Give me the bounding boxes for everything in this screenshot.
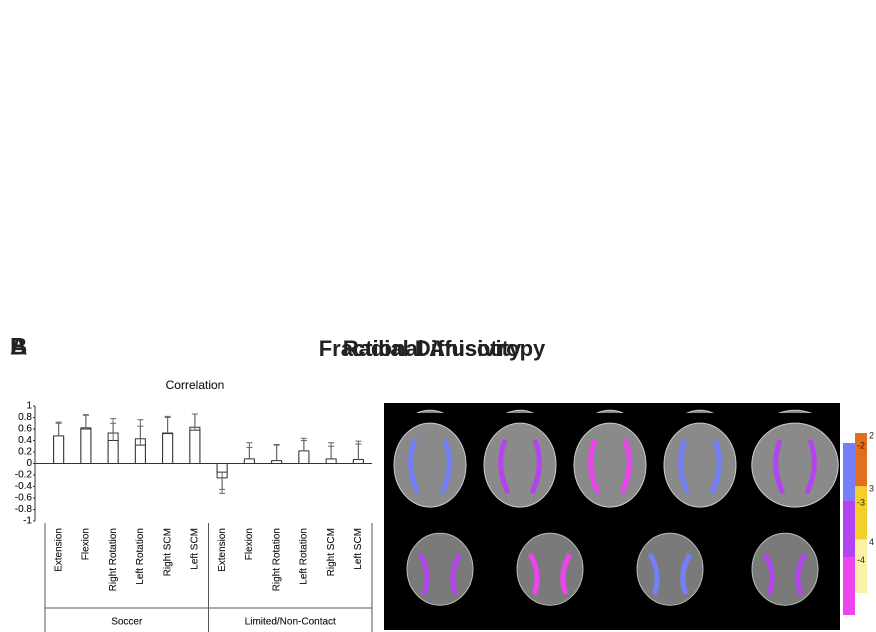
error-bar <box>274 445 280 461</box>
y-tick-label: 0.8 <box>18 412 32 423</box>
x-tick-label: Left Rotation <box>299 528 310 585</box>
bar <box>54 436 64 464</box>
colorbar-tick-label: 4 <box>869 537 874 547</box>
y-tick-label: 1 <box>26 401 32 412</box>
bar <box>217 464 227 473</box>
brain-slice <box>664 423 736 507</box>
bar <box>244 459 254 464</box>
colorbar-segment <box>843 443 855 500</box>
x-tick-label: Left SCM <box>190 528 201 570</box>
y-tick-label: -0.2 <box>15 470 33 481</box>
bar <box>81 429 91 464</box>
y-tick-label: 0 <box>26 458 32 469</box>
brain-slice <box>484 423 556 507</box>
colorbar-tick-label: -2 <box>857 440 865 450</box>
x-tick-label: Extension <box>217 528 228 572</box>
error-bar <box>246 443 252 459</box>
x-tick-label: Flexion <box>244 528 255 560</box>
y-tick-label: -1 <box>23 516 32 527</box>
x-tick-label: Right Rotation <box>271 528 282 591</box>
error-bar <box>165 416 171 433</box>
brain-slice <box>637 533 703 605</box>
group-label: Soccer <box>111 617 143 628</box>
group-label: Limited/Non-Contact <box>245 617 336 628</box>
bar <box>272 461 282 464</box>
x-tick-label: Extension <box>53 528 64 572</box>
x-tick-label: Right Rotation <box>108 528 119 591</box>
colorbar-segment <box>855 540 867 593</box>
bar <box>326 459 336 464</box>
x-tick-label: Right SCM <box>326 528 337 576</box>
error-bar <box>83 415 89 429</box>
bar <box>190 430 200 463</box>
y-tick-label: -0.8 <box>15 504 33 515</box>
x-tick-label: Right SCM <box>162 528 173 576</box>
x-tick-label: Left Rotation <box>135 528 146 585</box>
colorbar-tick-label: 2 <box>869 430 874 440</box>
colorbar-tick-label: -3 <box>857 498 865 508</box>
brain-slice <box>574 423 646 507</box>
bar <box>353 459 363 463</box>
x-tick-label: Flexion <box>81 528 92 560</box>
bar <box>163 434 173 464</box>
brain-slice <box>394 423 466 507</box>
error-bar <box>56 423 62 436</box>
chart-subtitle: Correlation <box>166 378 225 392</box>
y-tick-label: 0.2 <box>18 447 32 458</box>
bar <box>299 451 309 464</box>
brain-slice <box>752 533 818 605</box>
panel-label: B <box>10 333 27 360</box>
colorbar-tick-label: -4 <box>857 555 865 565</box>
x-tick-label: Left SCM <box>353 528 364 570</box>
colorbar-segment <box>843 558 855 615</box>
brain-slice <box>517 533 583 605</box>
figure: AFractional AnisotropyCorrelation-1-0.8-… <box>0 0 876 632</box>
brain-slice <box>407 533 473 605</box>
colorbar-segment <box>843 500 855 557</box>
bar <box>108 441 118 464</box>
y-tick-label: -0.6 <box>15 493 33 504</box>
chart-title: Radial Diffusivity <box>343 336 522 361</box>
y-tick-label: 0.6 <box>18 424 32 435</box>
error-bar <box>328 443 334 459</box>
colorbar-tick-label: 3 <box>869 484 874 494</box>
y-tick-label: -0.4 <box>15 481 33 492</box>
y-tick-label: 0.4 <box>18 435 32 446</box>
bar <box>135 445 145 463</box>
brain-slice <box>752 423 838 507</box>
colorbar-segment <box>855 486 867 539</box>
